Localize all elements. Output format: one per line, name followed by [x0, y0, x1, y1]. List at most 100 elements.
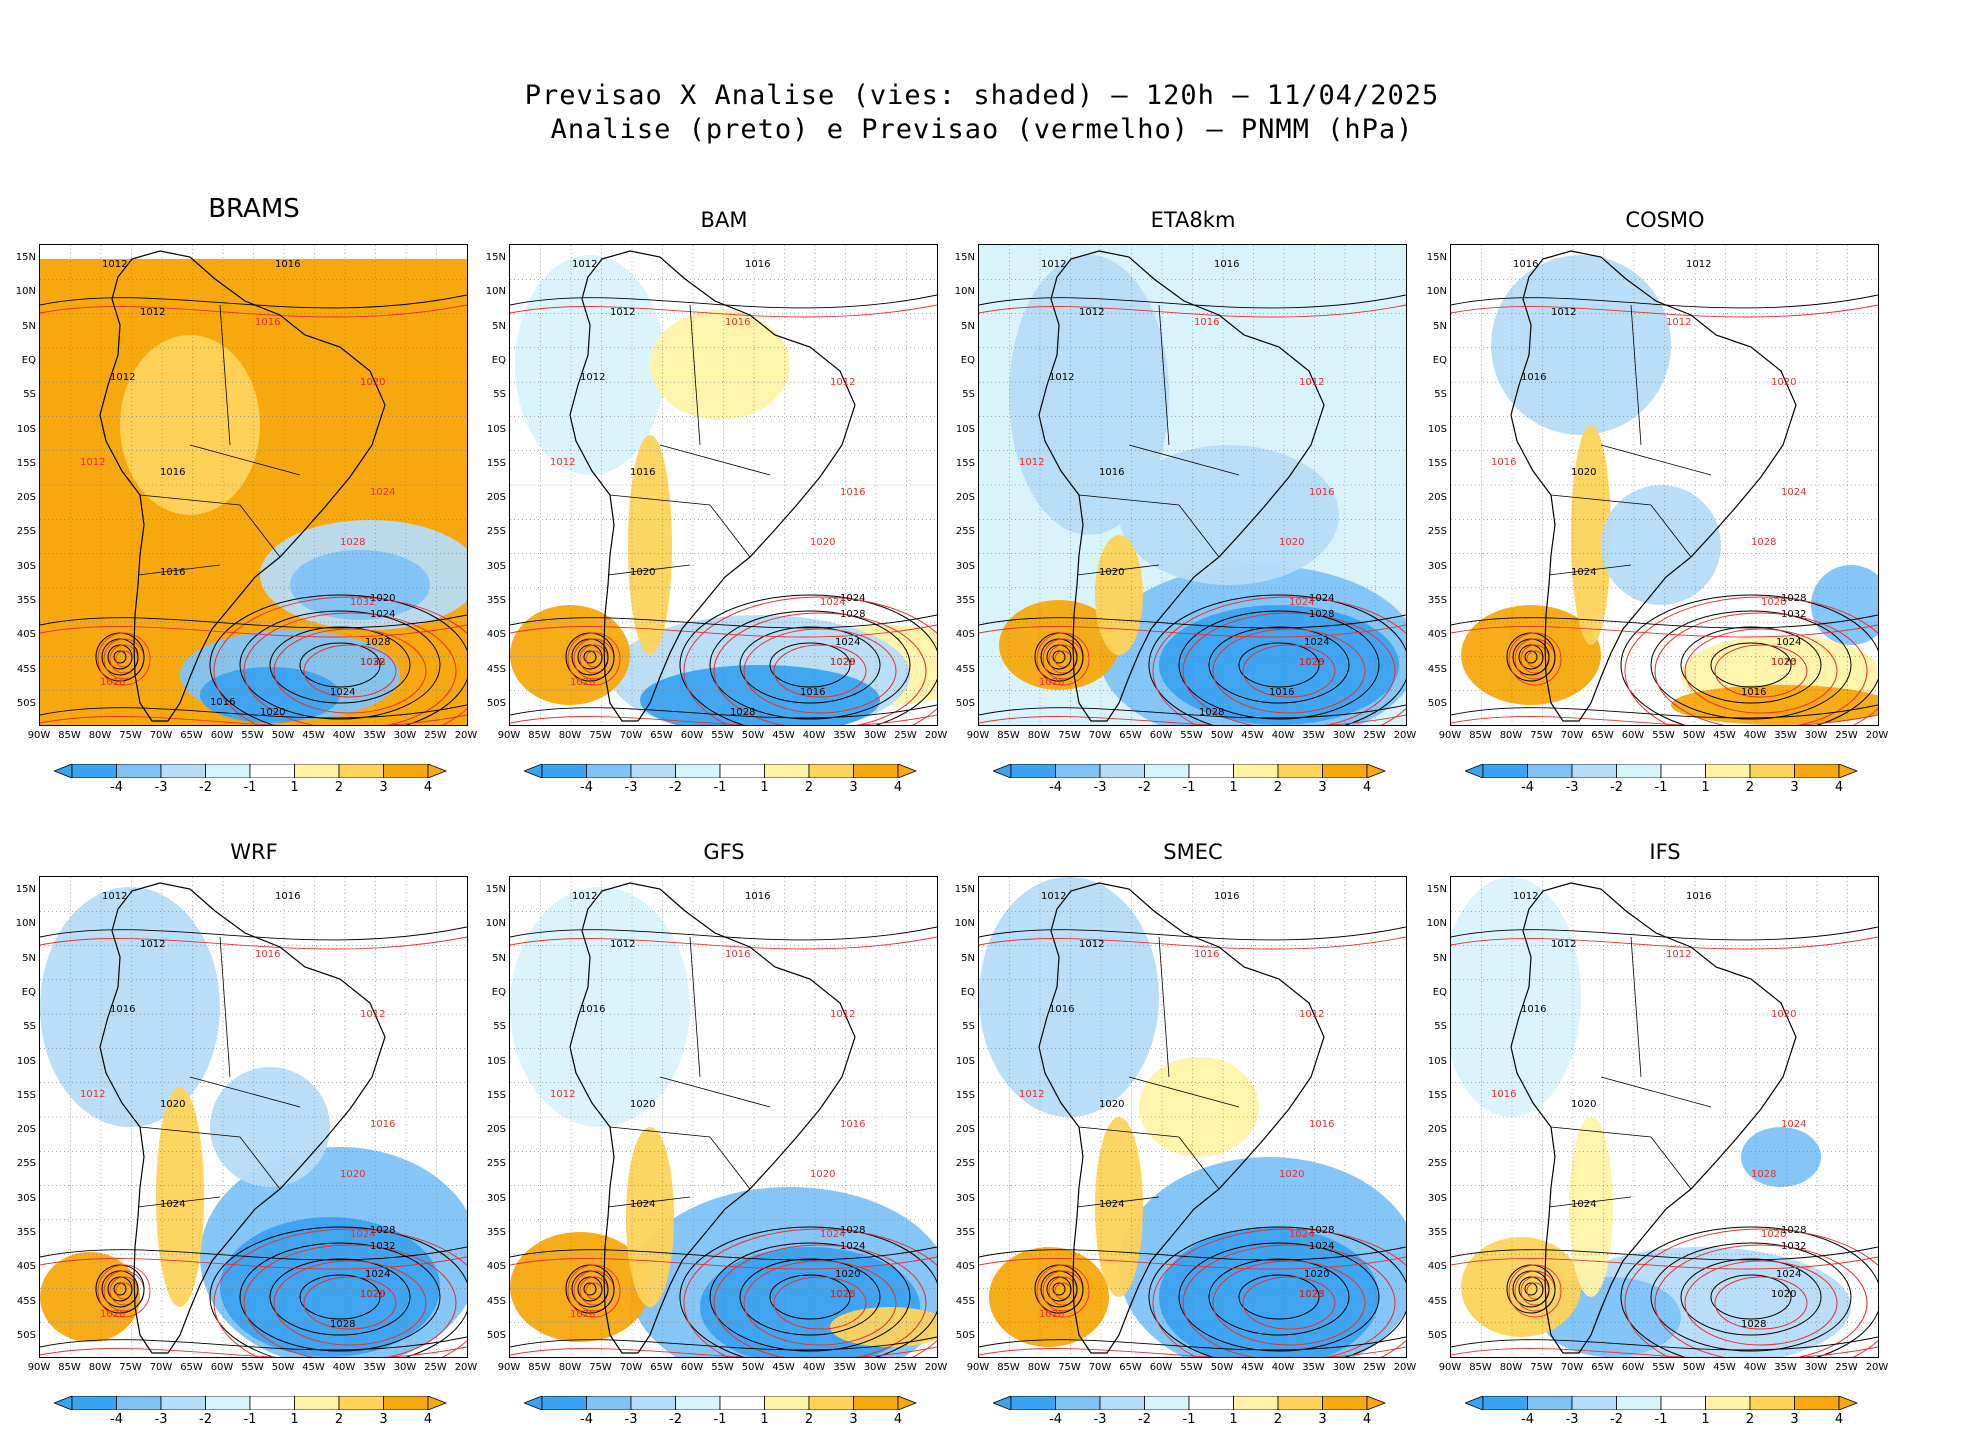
colorbar-segment: [719, 764, 765, 778]
colorbar-label: 1: [1229, 780, 1238, 795]
latitude-tick-label: 15S: [1427, 457, 1447, 469]
longitude-tick-label: 70W: [619, 1362, 643, 1373]
forecast-isobar: [97, 1264, 151, 1318]
forecast-isobar: [1036, 632, 1090, 686]
analysis-isobar: [979, 614, 1406, 629]
analysis-isobar: [510, 1246, 937, 1261]
colorbar-label: -3: [624, 1412, 638, 1427]
colorbar-label: 2: [334, 1412, 344, 1427]
forecast-contour-label: 1020: [570, 677, 595, 688]
country-border: [137, 564, 221, 576]
colorbar-label: 4: [423, 780, 433, 795]
forecast-isobar: [40, 714, 467, 725]
longitude-tick-label: 70W: [149, 730, 173, 741]
colorbar-label: 3: [849, 1412, 858, 1427]
longitude-tick-label: 50W: [1210, 1362, 1234, 1373]
longitude-tick-label: 85W: [1469, 730, 1492, 741]
analysis-isobar: [1148, 594, 1406, 725]
colorbar-segment: [1794, 764, 1840, 778]
forecast-contour-label: 1024: [1781, 487, 1806, 498]
colorbar-label: -3: [1093, 1412, 1107, 1427]
longitude-tick-label: 30W: [393, 1362, 417, 1373]
analysis-isobar: [1451, 1336, 1878, 1351]
longitude-tick-label: 85W: [1469, 1362, 1492, 1373]
colorbar-segment: [205, 1396, 251, 1410]
analysis-isobar: [679, 1226, 937, 1357]
longitude-tick-label: 90W: [27, 730, 51, 741]
forecast-isobar: [1242, 1276, 1336, 1330]
analysis-contour-label: 1012: [1513, 891, 1538, 902]
colorbar-segment: [1571, 1396, 1617, 1410]
analysis-isobar: [113, 650, 127, 664]
longitude-tick-label: 45W: [772, 1362, 795, 1373]
analysis-isobar: [1680, 626, 1822, 704]
bias-shading: [1811, 565, 1878, 645]
analysis-contour-label: 1012: [140, 939, 165, 950]
longitude-tick-label: 80W: [88, 1362, 112, 1373]
forecast-contour-label: 1012: [1666, 949, 1691, 960]
latitude-tick-label: 15S: [16, 457, 36, 469]
bias-shading: [1159, 605, 1399, 725]
analysis-isobar: [299, 642, 381, 688]
latitude-tick-label: 30S: [1427, 1192, 1447, 1204]
forecast-isobar: [97, 632, 151, 686]
forecast-isobar: [1508, 632, 1562, 686]
latitude-tick-label: 45S: [16, 663, 36, 675]
country-border: [1078, 494, 1220, 558]
latitude-tick-label: 45S: [955, 1295, 975, 1307]
colorbar-label: 2: [1273, 780, 1283, 795]
analysis-isobar: [1451, 926, 1878, 941]
colorbar-label: -2: [199, 1412, 212, 1427]
colorbar-label: -3: [624, 780, 638, 795]
latitude-tick-label: 35S: [486, 1227, 506, 1238]
latitude-tick-label: EQ: [491, 354, 506, 366]
analysis-contour-label: 1016: [210, 697, 235, 708]
forecast-isobar: [40, 936, 467, 950]
colorbar-segment: [1277, 764, 1323, 778]
analysis-isobar: [1046, 644, 1072, 670]
colorbar-arrow-right: [1366, 1396, 1387, 1410]
analysis-contour-label: 1016: [1521, 372, 1546, 383]
forecast-contour-label: 1028: [1299, 657, 1324, 668]
colorbar-arrow-right: [1838, 1396, 1859, 1410]
analysis-isobar: [40, 704, 467, 719]
colorbar-label: 3: [1318, 1412, 1327, 1427]
forecast-isobar: [979, 1346, 1406, 1357]
colorbar-label: 3: [1790, 1412, 1799, 1427]
colorbar-segment: [1233, 764, 1279, 778]
longitude-tick-label: 50W: [1682, 1362, 1706, 1373]
latitude-tick-label: 25S: [16, 1158, 36, 1170]
forecast-isobar: [1714, 1276, 1808, 1330]
analysis-isobar: [40, 614, 467, 629]
longitude-tick-label: 40W: [332, 730, 356, 741]
forecast-contour-label: 1016: [725, 317, 750, 328]
forecast-isobar: [1212, 628, 1366, 714]
analysis-contour-label: 1020: [1771, 1289, 1796, 1300]
longitude-tick-label: 55W: [1180, 1362, 1203, 1373]
longitude-tick-label: 40W: [802, 1362, 826, 1373]
forecast-contour-label: 1028: [340, 537, 365, 548]
forecast-isobar: [1451, 1346, 1878, 1357]
analysis-contour-label: 1020: [1099, 1099, 1124, 1110]
longitude-tick-label: 20W: [454, 1362, 478, 1373]
latitude-tick-label: 35S: [16, 1227, 36, 1238]
longitude-tick-label: 25W: [1363, 730, 1386, 741]
panel-title: SMEC: [1163, 840, 1223, 864]
colorbar-label: -1: [243, 780, 257, 795]
analysis-contour-label: 1012: [102, 259, 127, 270]
country-border: [1630, 936, 1642, 1078]
longitude-tick-label: 60W: [1621, 1362, 1645, 1373]
colorbar-segment: [1322, 1396, 1368, 1410]
analysis-isobar: [40, 294, 467, 309]
country-border: [1548, 564, 1632, 576]
latitude-tick-label: 40S: [16, 629, 36, 641]
longitude-tick-label: 85W: [997, 730, 1020, 741]
longitude-tick-label: 45W: [1713, 1362, 1736, 1373]
country-border: [1128, 444, 1240, 476]
forecast-contour-label: 1012: [1299, 1009, 1324, 1020]
analysis-isobar: [1451, 294, 1878, 309]
bias-shading: [1119, 445, 1339, 585]
longitude-tick-label: 25W: [1835, 730, 1858, 741]
forecast-isobar: [1182, 612, 1396, 725]
longitude-tick-label: 60W: [680, 730, 704, 741]
